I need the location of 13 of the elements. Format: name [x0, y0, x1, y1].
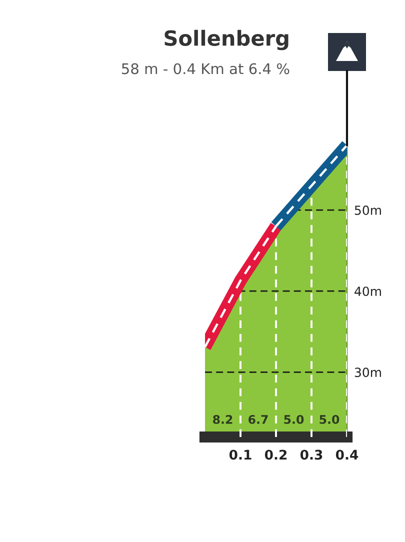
annotation: 8.2 — [213, 415, 232, 424]
annotation: 5.0 — [320, 415, 340, 424]
x-tick-label: 0.4 — [336, 450, 358, 460]
annotation: 5.0 — [284, 415, 304, 424]
x-tick-label: 0.3 — [300, 450, 322, 460]
y-tick-label: 50m — [354, 206, 381, 215]
y-tick-label: 40m — [354, 286, 381, 296]
x-tick-label: 0.2 — [264, 450, 287, 460]
annotation: 6.7 — [248, 415, 268, 424]
x-tick-label: 0.1 — [229, 450, 252, 460]
chart-title: Sollenberg — [164, 30, 288, 50]
chart-subtitle: 58 m - 0.4 Km at 6.4 % — [122, 63, 290, 74]
y-tick-label: 30m — [354, 368, 381, 378]
